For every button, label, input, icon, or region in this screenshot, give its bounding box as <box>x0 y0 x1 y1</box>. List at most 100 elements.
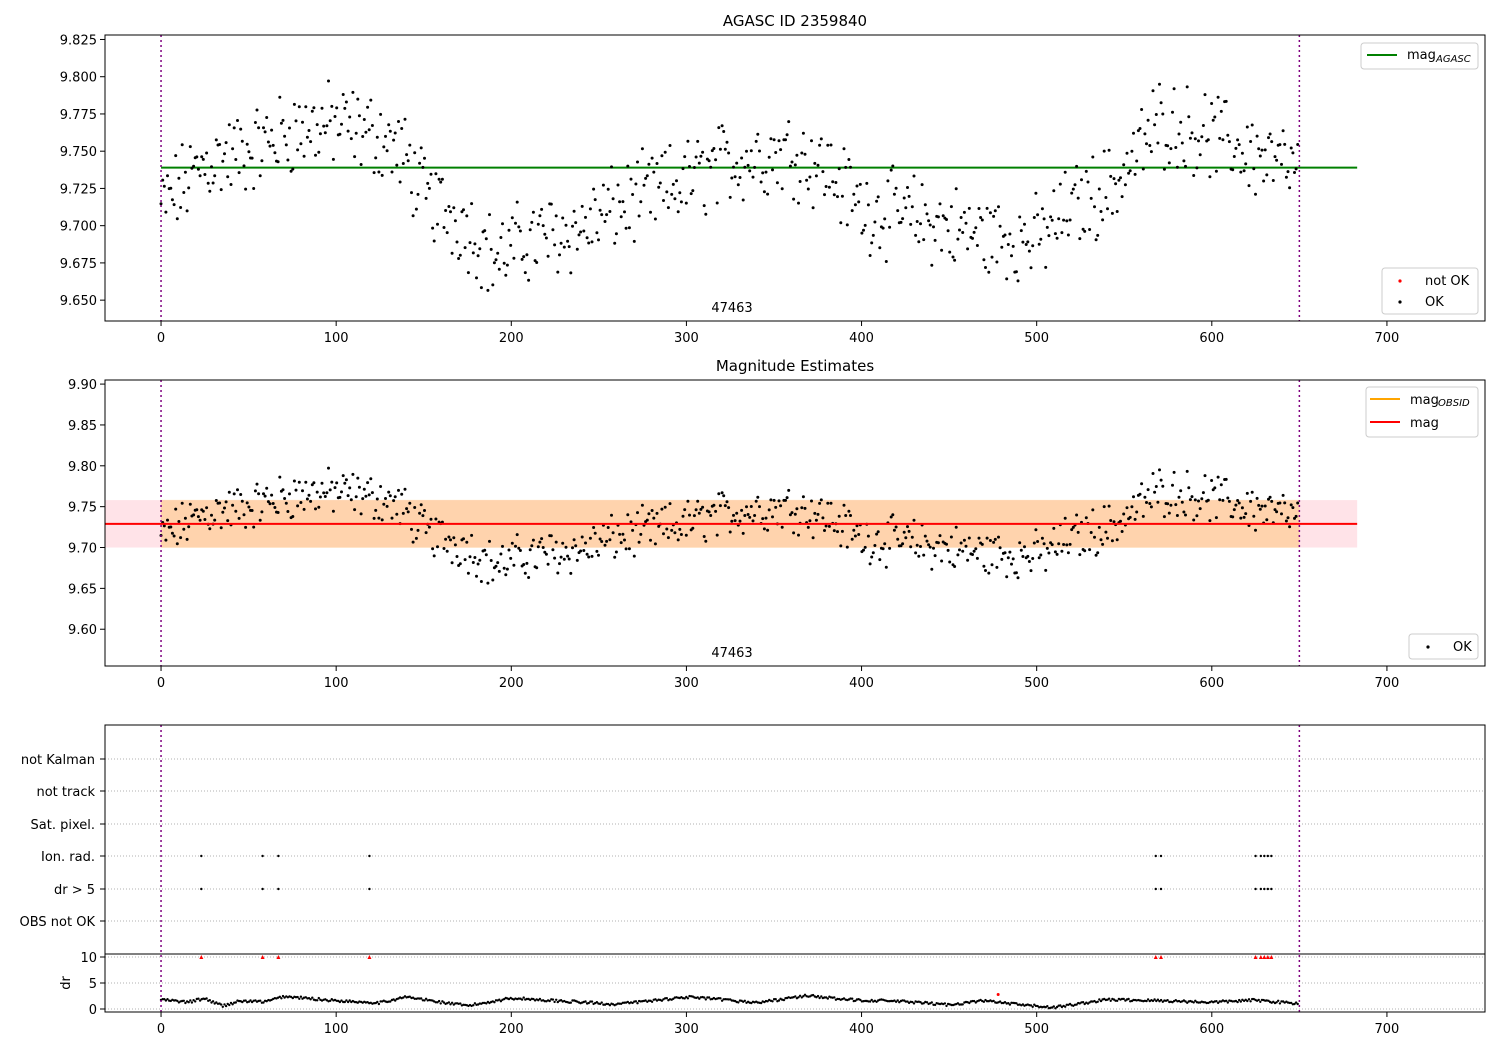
data-point <box>840 529 844 533</box>
data-point <box>458 253 462 257</box>
data-point <box>292 479 296 483</box>
data-point <box>1190 131 1194 135</box>
data-point <box>390 170 394 174</box>
data-point <box>1003 233 1007 237</box>
data-point <box>1122 163 1126 167</box>
data-point <box>627 547 631 551</box>
data-point <box>531 210 535 214</box>
dr-point <box>166 998 169 1001</box>
data-point <box>733 175 737 179</box>
data-point <box>871 233 875 237</box>
data-point <box>423 509 426 512</box>
data-point <box>1154 113 1158 116</box>
data-point <box>1219 109 1223 113</box>
data-point <box>610 513 613 517</box>
data-point <box>284 143 288 147</box>
y-tick-label: 9.800 <box>60 71 97 86</box>
data-point <box>562 245 566 249</box>
data-point <box>671 182 675 186</box>
data-point <box>818 143 822 147</box>
data-point <box>806 525 810 529</box>
dr-point <box>820 995 823 998</box>
data-point <box>748 515 752 519</box>
data-point <box>640 503 644 507</box>
data-point <box>722 130 726 133</box>
data-point <box>323 131 327 135</box>
data-point <box>579 549 583 553</box>
data-point <box>584 541 587 545</box>
data-point <box>478 558 482 562</box>
data-point <box>704 212 708 216</box>
data-point <box>541 224 545 228</box>
data-point <box>457 257 461 260</box>
data-point <box>183 170 187 174</box>
data-point <box>1154 485 1158 488</box>
data-point <box>873 220 877 224</box>
data-point <box>1281 129 1285 133</box>
data-point <box>605 213 609 217</box>
data-point <box>1208 175 1212 179</box>
flag-row-label: not track <box>36 785 95 800</box>
data-point <box>214 138 218 142</box>
data-point <box>330 480 334 484</box>
data-point <box>814 174 818 178</box>
data-point <box>1206 498 1210 502</box>
data-point <box>1109 174 1113 178</box>
data-point <box>692 166 696 169</box>
data-point <box>305 497 309 501</box>
data-point <box>1201 491 1205 495</box>
data-point <box>1029 569 1033 573</box>
y-tick-label: 9.90 <box>68 378 97 393</box>
data-point <box>392 499 396 503</box>
data-point <box>714 509 718 513</box>
data-point <box>1065 543 1069 547</box>
data-point <box>289 169 293 173</box>
data-point <box>1107 148 1111 152</box>
dr-point <box>459 1002 462 1005</box>
data-point <box>1206 138 1210 142</box>
data-point <box>1104 196 1108 199</box>
data-point <box>590 240 594 244</box>
data-point <box>312 481 316 485</box>
data-point <box>1089 531 1093 534</box>
dr-point <box>943 1002 947 1005</box>
dr-point <box>439 1002 442 1005</box>
data-point <box>564 545 568 549</box>
dr-point <box>1192 1001 1195 1004</box>
data-point <box>1143 132 1147 136</box>
data-point <box>1083 549 1087 553</box>
data-point <box>998 546 1002 550</box>
data-point <box>592 187 596 191</box>
data-point <box>190 166 194 170</box>
data-point <box>725 140 729 144</box>
data-point <box>928 545 932 549</box>
data-point <box>803 506 807 510</box>
dr-point <box>644 999 647 1002</box>
data-point <box>299 501 303 504</box>
data-point <box>823 529 826 532</box>
data-point <box>317 150 321 154</box>
data-point <box>821 516 825 520</box>
data-point <box>309 140 313 144</box>
data-point <box>1201 124 1205 127</box>
dr-point <box>569 1001 572 1004</box>
data-point <box>626 164 630 168</box>
data-point <box>771 168 774 172</box>
data-point <box>1143 495 1147 499</box>
data-point <box>906 525 909 529</box>
dr-point <box>402 996 405 999</box>
data-point <box>384 497 387 500</box>
data-point <box>257 492 261 496</box>
dr-point <box>309 998 312 1001</box>
data-point <box>810 499 813 503</box>
data-point <box>354 131 358 135</box>
data-point <box>1296 143 1300 146</box>
x-tick-label: 600 <box>1199 331 1224 346</box>
agasc-panel-title: AGASC ID 2359840 <box>723 12 867 30</box>
dr-point <box>522 996 525 999</box>
dr-point <box>184 1001 187 1005</box>
data-point <box>743 165 747 169</box>
data-point <box>1221 498 1225 502</box>
data-point <box>494 564 498 568</box>
dr-point <box>182 999 185 1002</box>
